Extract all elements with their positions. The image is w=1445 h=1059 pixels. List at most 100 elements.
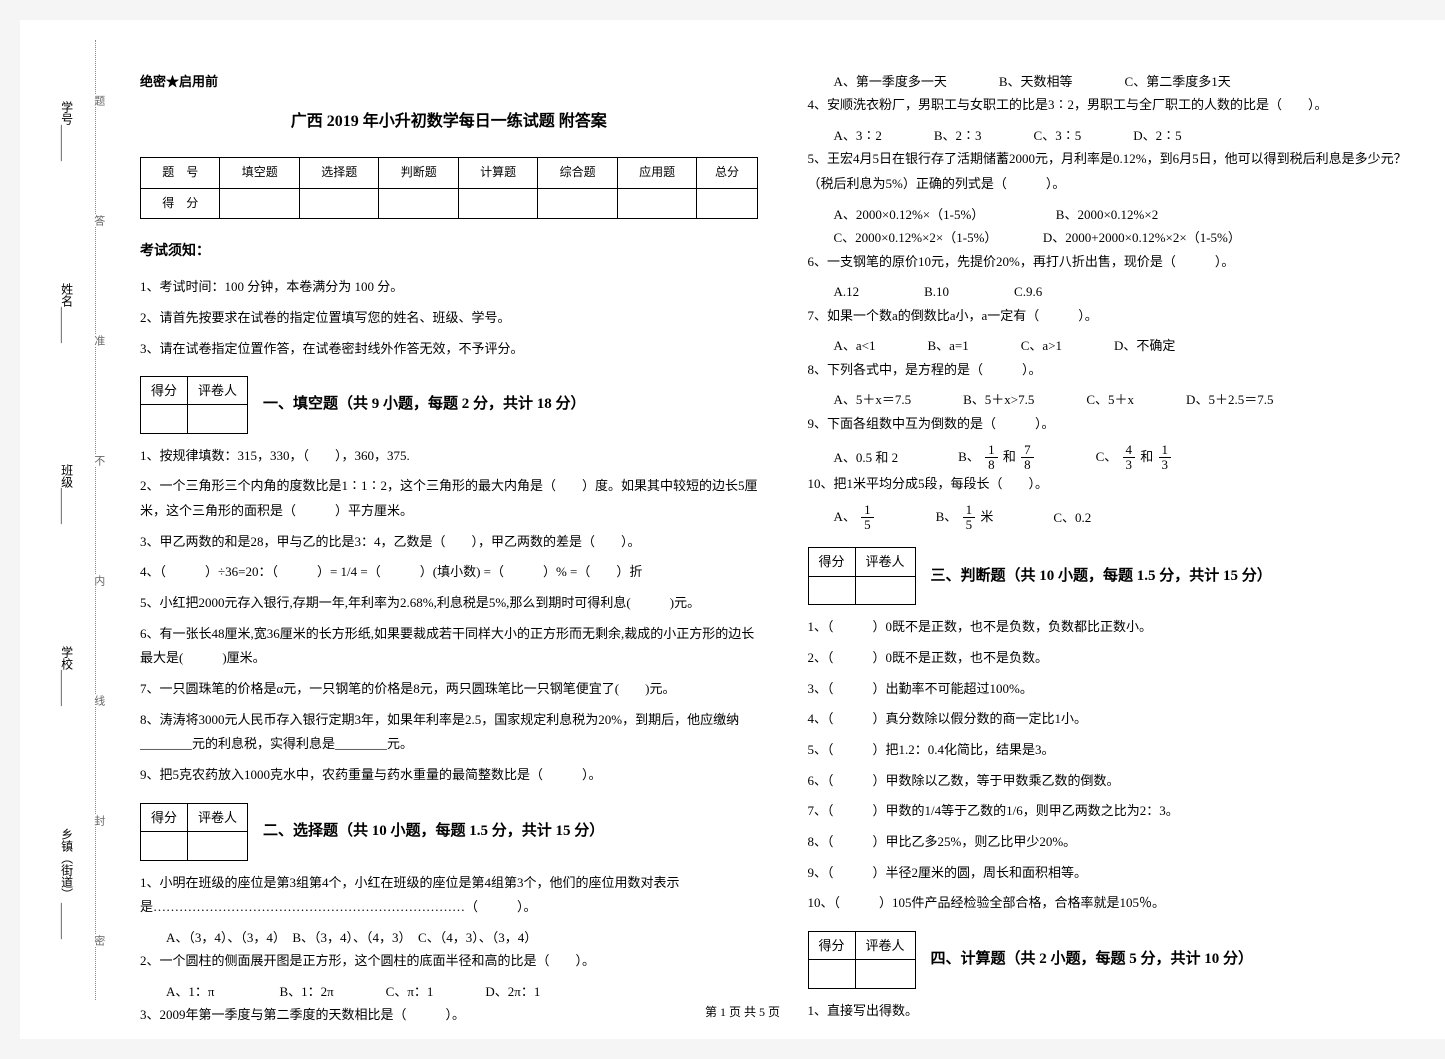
question: 8、（ ）甲比乙多25%，则乙比甲少20%。 bbox=[808, 830, 1426, 855]
question: 1、（ ）0既不是正数，也不是负数，负数都比正数小。 bbox=[808, 615, 1426, 640]
section-4-header: 得分评卷人 四、计算题（共 2 小题，每题 5 分，共计 10 分） bbox=[808, 931, 1426, 989]
options: A、5＋x＝7.5 B、5＋x>7.5 C、5＋x D、5＋2.5＝7.5 bbox=[808, 388, 1426, 411]
denominator: 3 bbox=[1159, 458, 1172, 472]
question: 10、（ ）105件产品经检验全部合格，合格率就是105％。 bbox=[808, 891, 1426, 916]
numerator: 4 bbox=[1123, 443, 1136, 458]
grader-label: 评卷人 bbox=[855, 548, 915, 576]
numerator: 1 bbox=[1159, 443, 1172, 458]
denominator: 5 bbox=[861, 518, 874, 532]
unit-suffix: 米 bbox=[980, 509, 993, 524]
table-cell: 计算题 bbox=[458, 158, 537, 189]
binding-strip: 乡镇（街道） ______ 学校______ 班级______ 姓名______… bbox=[20, 20, 110, 1039]
table-cell bbox=[697, 188, 757, 219]
option-prefix: C、 bbox=[1096, 448, 1118, 463]
fraction: 43 bbox=[1123, 443, 1136, 473]
fraction: 78 bbox=[1021, 443, 1034, 473]
question: 5、小红把2000元存入银行,存期一年,年利率为2.68%,利息税是5%,那么到… bbox=[140, 591, 758, 616]
left-column: 绝密★启用前 广西 2019 年小升初数学每日一练试题 附答案 题 号 填空题 … bbox=[140, 70, 758, 1019]
question: 8、涛涛将3000元人民币存入银行定期3年，如果年利率是2.5，国家规定利息税为… bbox=[140, 708, 758, 757]
seal-char: 题 bbox=[88, 95, 108, 106]
numerator: 7 bbox=[1021, 443, 1034, 458]
table-cell bbox=[220, 188, 299, 219]
denominator: 5 bbox=[963, 518, 976, 532]
section-score-box: 得分评卷人 bbox=[808, 931, 916, 989]
numerator: 1 bbox=[861, 503, 874, 518]
exam-title: 广西 2019 年小升初数学每日一练试题 附答案 bbox=[140, 108, 758, 137]
section-score-box: 得分评卷人 bbox=[140, 803, 248, 861]
section-1-header: 得分评卷人 一、填空题（共 9 小题，每题 2 分，共计 18 分） bbox=[140, 376, 758, 434]
score-blank bbox=[141, 832, 188, 860]
grader-blank bbox=[188, 405, 248, 433]
table-cell: 总分 bbox=[697, 158, 757, 189]
question: 3、（ ）出勤率不可能超过100%。 bbox=[808, 677, 1426, 702]
seal-char: 内 bbox=[88, 575, 108, 586]
fraction: 15 bbox=[963, 503, 976, 533]
option-a: A、0.5 和 2 bbox=[834, 446, 899, 469]
confidential-label: 绝密★启用前 bbox=[140, 70, 758, 93]
section-1-title: 一、填空题（共 9 小题，每题 2 分，共计 18 分） bbox=[263, 391, 586, 418]
question: 1、小明在班级的座位是第3组第4个，小红在班级的座位是第4组第3个，他们的座位用… bbox=[140, 871, 758, 920]
denominator: 8 bbox=[985, 458, 998, 472]
table-cell: 填空题 bbox=[220, 158, 299, 189]
table-cell bbox=[538, 188, 617, 219]
option-c: C、 43 和 13 bbox=[1096, 443, 1173, 473]
options: A.12 B.10 C.9.6 bbox=[808, 280, 1426, 303]
page-footer: 第 1 页 共 5 页 bbox=[20, 1002, 1445, 1024]
seal-char: 准 bbox=[88, 335, 108, 346]
score-summary-table: 题 号 填空题 选择题 判断题 计算题 综合题 应用题 总分 得 分 bbox=[140, 157, 758, 219]
score-label: 得分 bbox=[141, 376, 188, 404]
section-2-header: 得分评卷人 二、选择题（共 10 小题，每题 1.5 分，共计 15 分） bbox=[140, 803, 758, 861]
table-cell bbox=[379, 188, 458, 219]
binding-label: 班级______ bbox=[55, 464, 77, 524]
score-label: 得分 bbox=[141, 803, 188, 831]
binding-label: 姓名______ bbox=[55, 283, 77, 343]
option-prefix: B、 bbox=[936, 509, 958, 524]
option-b: B、 15 米 bbox=[936, 503, 994, 533]
denominator: 3 bbox=[1123, 458, 1136, 472]
option-a: A、 15 bbox=[834, 503, 876, 533]
table-cell: 题 号 bbox=[141, 158, 220, 189]
denominator: 8 bbox=[1021, 458, 1034, 472]
options: A、（3，4）、（3，4） B、（3，4）、（4，3） C、（4，3）、（3，4… bbox=[140, 926, 758, 949]
options: A、a<1 B、a=1 C、a>1 D、不确定 bbox=[808, 334, 1426, 357]
and-text: 和 bbox=[1140, 448, 1156, 463]
fraction: 13 bbox=[1159, 443, 1172, 473]
question: 2、一个圆柱的侧面展开图是正方形，这个圆柱的底面半径和高的比是（ ）。 bbox=[140, 949, 758, 974]
question: 6、一支钢笔的原价10元，先提价20%，再打八折出售，现价是（ ）。 bbox=[808, 250, 1426, 275]
and-text: 和 bbox=[1003, 448, 1019, 463]
question: 3、甲乙两数的和是28，甲与乙的比是3：4，乙数是（ ），甲乙两数的差是（ ）。 bbox=[140, 530, 758, 555]
table-row: 题 号 填空题 选择题 判断题 计算题 综合题 应用题 总分 bbox=[141, 158, 758, 189]
table-cell: 得 分 bbox=[141, 188, 220, 219]
score-label: 得分 bbox=[808, 548, 855, 576]
options: A、第一季度多一天 B、天数相等 C、第二季度多1天 bbox=[808, 70, 1426, 93]
grader-blank bbox=[188, 832, 248, 860]
question: 7、（ ）甲数的1/4等于乙数的1/6，则甲乙两数之比为2：3。 bbox=[808, 799, 1426, 824]
fraction: 18 bbox=[985, 443, 998, 473]
question: 9、下面各组数中互为倒数的是（ ）。 bbox=[808, 412, 1426, 437]
question: 2、一个三角形三个内角的度数比是1∶1∶2，这个三角形的最大内角是（ ）度。如果… bbox=[140, 474, 758, 523]
table-cell: 选择题 bbox=[299, 158, 378, 189]
score-blank bbox=[808, 576, 855, 604]
right-column: A、第一季度多一天 B、天数相等 C、第二季度多1天 4、安顺洗衣粉厂，男职工与… bbox=[808, 70, 1426, 1019]
table-cell bbox=[617, 188, 696, 219]
question: 4、安顺洗衣粉厂，男职工与女职工的比是3∶2，男职工与全厂职工的人数的比是（ ）… bbox=[808, 93, 1426, 118]
content-area: 绝密★启用前 广西 2019 年小升初数学每日一练试题 附答案 题 号 填空题 … bbox=[110, 20, 1445, 1039]
option-c: C、0.2 bbox=[1053, 506, 1091, 529]
question: 4、（ ）真分数除以假分数的商一定比1小。 bbox=[808, 707, 1426, 732]
notice-item: 2、请首先按要求在试卷的指定位置填写您的姓名、班级、学号。 bbox=[140, 306, 758, 329]
section-4-title: 四、计算题（共 2 小题，每题 5 分，共计 10 分） bbox=[931, 946, 1254, 973]
section-3-header: 得分评卷人 三、判断题（共 10 小题，每题 1.5 分，共计 15 分） bbox=[808, 547, 1426, 605]
numerator: 1 bbox=[985, 443, 998, 458]
fraction: 15 bbox=[861, 503, 874, 533]
score-blank bbox=[808, 960, 855, 988]
section-2-title: 二、选择题（共 10 小题，每题 1.5 分，共计 15 分） bbox=[263, 818, 604, 845]
table-cell bbox=[458, 188, 537, 219]
table-cell: 判断题 bbox=[379, 158, 458, 189]
options: A、0.5 和 2 B、 18 和 78 C、 43 和 13 bbox=[808, 443, 1426, 473]
binding-label: 学校______ bbox=[55, 646, 77, 706]
question: 7、如果一个数a的倒数比a小，a一定有（ ）。 bbox=[808, 304, 1426, 329]
seal-char: 封 bbox=[88, 815, 108, 826]
score-blank bbox=[141, 405, 188, 433]
question: 8、下列各式中，是方程的是（ ）。 bbox=[808, 358, 1426, 383]
options: A、3∶2 B、2∶3 C、3∶5 D、2∶5 bbox=[808, 124, 1426, 147]
